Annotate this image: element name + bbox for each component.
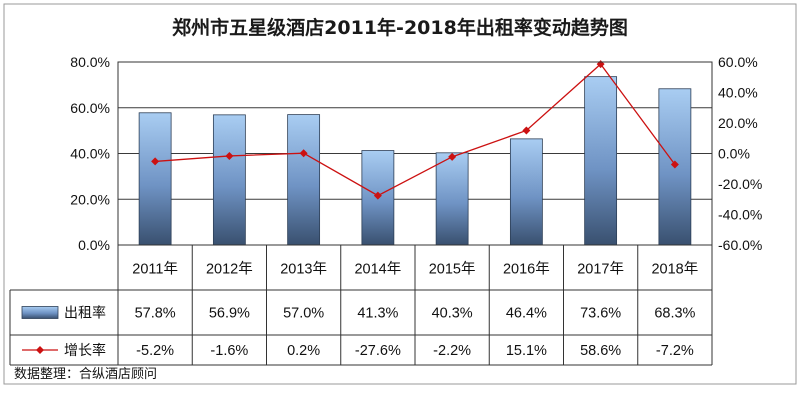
category-label: 2014年 <box>354 261 401 278</box>
y-right-tick-label: -20.0% <box>718 176 762 192</box>
y-right-tick-label: 0.0% <box>718 146 750 162</box>
growth-line <box>155 63 676 197</box>
source-note: 数据整理：合纵酒店顾问 <box>14 367 157 382</box>
y-left-tick-label: 80.0% <box>70 54 110 70</box>
growth-value-label: -2.2% <box>433 343 471 359</box>
legend-label: 增长率 <box>64 342 106 359</box>
growth-marker <box>373 191 382 200</box>
category-label: 2017年 <box>577 261 624 278</box>
category-label: 2018年 <box>651 261 698 278</box>
y-left-tick-label: 20.0% <box>70 191 110 207</box>
growth-marker <box>225 151 234 160</box>
bar-value-label: 73.6% <box>580 306 621 322</box>
bar <box>584 76 618 246</box>
growth-marker <box>670 160 679 169</box>
legend-label: 出租率 <box>64 305 106 322</box>
bar <box>509 138 543 246</box>
growth-marker <box>448 152 457 161</box>
line-series <box>151 60 679 200</box>
y-right-tick-label: 40.0% <box>718 85 758 101</box>
bar-value-label: 57.8% <box>135 306 176 322</box>
y-right-tick-label: 20.0% <box>718 115 758 131</box>
growth-value-label: 15.1% <box>506 343 547 359</box>
category-label: 2012年 <box>206 261 253 278</box>
bar-value-label: 68.3% <box>654 306 695 322</box>
data-table: 2011年 2012年 2013年 2014年 2015年 2016年 2017年 2018年… <box>9 245 713 366</box>
bar-value-label: 46.4% <box>506 306 547 322</box>
growth-value-label: -5.2% <box>136 343 174 359</box>
growth-value-label: -27.6% <box>355 343 401 359</box>
bar <box>212 114 246 246</box>
axes: 0.0% 20.0% 40.0% 60.0% 80.0% -60.0% -40.0% -20.… <box>70 54 762 253</box>
growth-marker <box>151 157 160 166</box>
y-right-tick-label: -40.0% <box>718 207 762 223</box>
y-left-tick-label: 0.0% <box>78 237 110 253</box>
growth-value-label: 58.6% <box>580 343 621 359</box>
growth-marker <box>522 126 531 135</box>
growth-value-label: 0.2% <box>287 343 320 359</box>
chart-title: 郑州市五星级酒店2011年-2018年出租率变动趋势图 <box>172 16 628 39</box>
y-right-tick-label: 60.0% <box>718 54 758 70</box>
growth-marker <box>596 60 605 69</box>
bar-value-label: 56.9% <box>209 306 250 322</box>
growth-marker <box>299 149 308 158</box>
bar-value-label: 40.3% <box>432 306 473 322</box>
y-right-tick-label: -60.0% <box>718 237 762 253</box>
growth-value-label: -1.6% <box>210 343 248 359</box>
category-label: 2016年 <box>503 261 550 278</box>
category-label: 2015年 <box>429 261 476 278</box>
bar <box>138 112 172 246</box>
category-label: 2011年 <box>132 261 178 278</box>
bar-value-label: 57.0% <box>283 306 324 322</box>
growth-value-label: -7.2% <box>656 343 694 359</box>
bar <box>287 114 321 246</box>
y-left-tick-label: 60.0% <box>70 100 110 116</box>
legend-bar-swatch <box>21 306 59 319</box>
y-left-tick-label: 40.0% <box>70 146 110 162</box>
bar-value-label: 41.3% <box>357 306 398 322</box>
category-label: 2013年 <box>280 261 327 278</box>
bar <box>435 152 469 246</box>
legend-line-marker <box>36 346 44 354</box>
